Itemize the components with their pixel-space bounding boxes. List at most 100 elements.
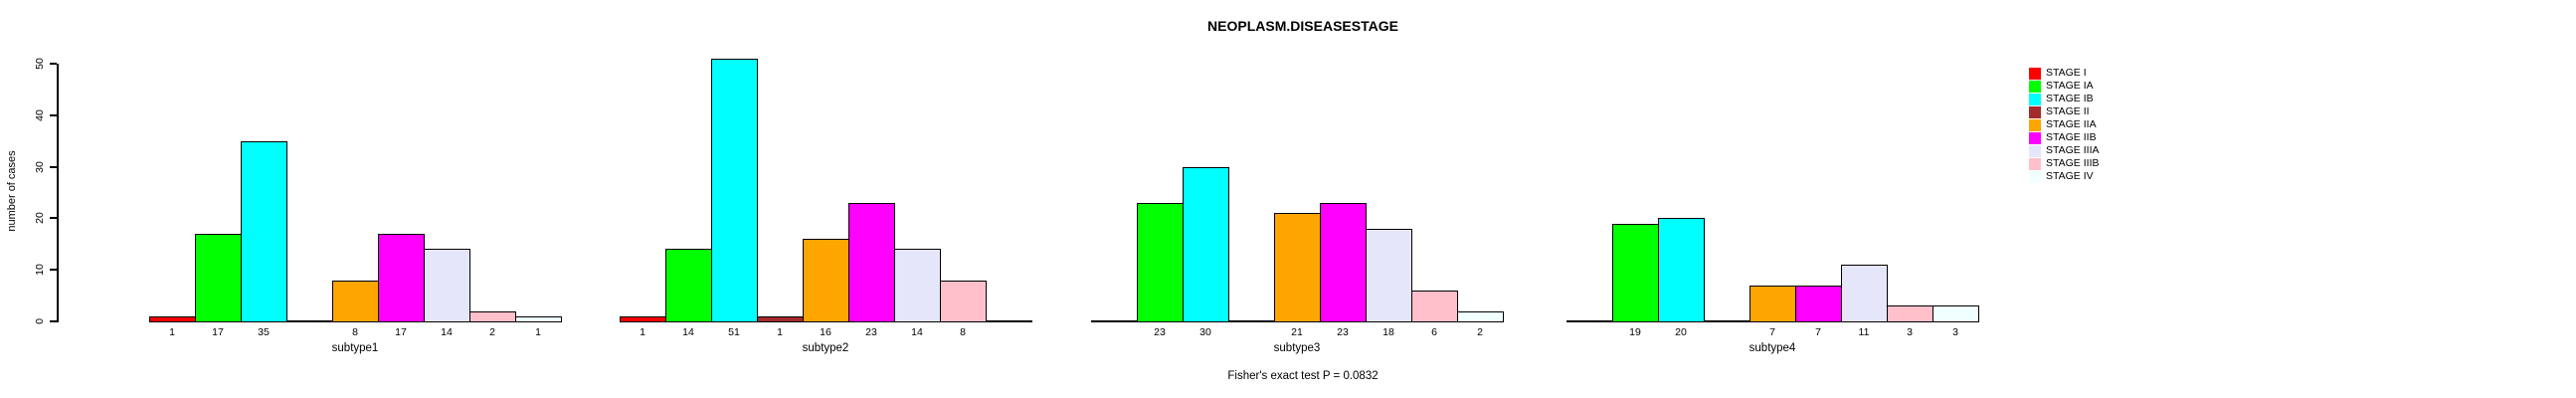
legend-swatch [2029, 93, 2041, 105]
y-axis-tick [49, 217, 57, 220]
bar-stage-iiib-subtype3 [1411, 291, 1458, 322]
bar-stage-iia-subtype2 [803, 239, 849, 322]
legend-item: STAGE I [2029, 67, 2099, 80]
y-axis-tick [49, 165, 57, 168]
bar-stage-ia-subtype2 [665, 249, 712, 322]
bar-stage-iib-subtype3 [1320, 203, 1367, 322]
bar-stage-ii-subtype2 [757, 316, 804, 322]
bar-stage-ia-subtype4 [1612, 224, 1659, 322]
legend-swatch [2029, 67, 2041, 80]
bar-value-label: 20 [1675, 326, 1687, 338]
bar-stage-ib-subtype2 [711, 59, 758, 322]
bar-stage-ia-subtype1 [195, 234, 242, 322]
bar-stage-iib-subtype2 [848, 203, 895, 322]
legend-label: STAGE IV [2046, 170, 2094, 182]
bar-stage-ia-subtype3 [1137, 203, 1184, 322]
legend-item: STAGE IV [2029, 170, 2099, 183]
bar-stage-ib-subtype4 [1658, 218, 1705, 322]
legend-item: STAGE IA [2029, 80, 2099, 93]
y-axis-tick-label: 10 [34, 264, 46, 277]
legend-item: STAGE II [2029, 105, 2099, 118]
legend-swatch [2029, 105, 2041, 118]
bar-value-label: 16 [820, 326, 831, 338]
legend-label: STAGE IB [2046, 93, 2094, 104]
bar-value-label: 3 [1952, 326, 1958, 338]
bar-value-label: 35 [258, 326, 270, 338]
legend-label: STAGE IIB [2046, 131, 2097, 143]
y-axis-tick-label: 40 [34, 108, 46, 121]
y-axis-tick-label: 20 [34, 212, 46, 225]
bar-value-label: 17 [395, 326, 407, 338]
bar-stage-iv-subtype3 [1457, 311, 1504, 322]
legend-swatch [2029, 157, 2041, 170]
bar-value-label: 23 [1337, 326, 1349, 338]
bar-value-label: 1 [640, 326, 645, 338]
bar-stage-iia-subtype1 [332, 281, 379, 322]
bar-value-label: 1 [777, 326, 783, 338]
x-axis-category-label: subtype1 [331, 342, 379, 354]
bar-stage-iiia-subtype4 [1841, 265, 1888, 322]
bar-value-label: 18 [1382, 326, 1394, 338]
bar-value-label: 1 [169, 326, 175, 338]
y-axis-tick [49, 113, 57, 116]
bar-stage-iiib-subtype4 [1887, 305, 1933, 322]
bar-value-label: 19 [1629, 326, 1641, 338]
bar-value-label: 21 [1291, 326, 1303, 338]
bar-value-label: 14 [911, 326, 923, 338]
y-axis-line [56, 64, 59, 322]
legend-swatch [2029, 170, 2041, 183]
bar-value-label: 14 [682, 326, 694, 338]
bar-value-label: 8 [960, 326, 966, 338]
legend-swatch [2029, 118, 2041, 131]
y-axis-title: number of cases [6, 150, 18, 232]
legend-label: STAGE I [2046, 67, 2087, 79]
bar-value-label: 6 [1431, 326, 1437, 338]
legend-swatch [2029, 144, 2041, 157]
y-axis-tick-label: 0 [34, 318, 46, 324]
bar-value-label: 2 [1477, 326, 1483, 338]
bar-value-label: 30 [1199, 326, 1211, 338]
bar-stage-i-subtype2 [620, 316, 666, 322]
y-axis-tick-label: 50 [34, 58, 46, 70]
legend-item: STAGE IB [2029, 93, 2099, 105]
y-axis-tick-label: 30 [34, 160, 46, 173]
bar-value-label: 7 [1815, 326, 1821, 338]
x-axis-category-label: subtype4 [1748, 342, 1796, 354]
bar-stage-iv-subtype4 [1932, 305, 1979, 322]
bar-stage-ib-subtype1 [241, 141, 287, 322]
bar-stage-iv-subtype1 [515, 316, 562, 322]
legend-label: STAGE IIA [2046, 118, 2097, 130]
y-axis-tick [49, 63, 57, 65]
bar-value-label: 17 [212, 326, 224, 338]
bar-stage-iia-subtype3 [1274, 213, 1321, 322]
fisher-test-annotation: Fisher's exact test P = 0.0832 [1227, 370, 1379, 382]
bar-value-label: 2 [489, 326, 495, 338]
legend-label: STAGE IIIA [2046, 144, 2100, 156]
bar-stage-iiia-subtype2 [894, 249, 941, 322]
bar-stage-iiib-subtype1 [469, 311, 516, 322]
bar-value-label: 1 [535, 326, 541, 338]
bar-stage-iiib-subtype2 [940, 281, 987, 322]
bar-value-label: 11 [1858, 326, 1870, 338]
bar-value-label: 51 [728, 326, 740, 338]
bar-stage-iib-subtype4 [1795, 286, 1842, 322]
legend-item: STAGE IIB [2029, 131, 2099, 144]
legend-label: STAGE IA [2046, 80, 2094, 92]
y-axis-tick [49, 269, 57, 272]
legend-swatch [2029, 131, 2041, 144]
bar-value-label: 7 [1769, 326, 1775, 338]
bar-stage-iia-subtype4 [1749, 286, 1796, 322]
legend-label: STAGE II [2046, 105, 2090, 117]
bar-stage-iiia-subtype3 [1366, 229, 1412, 322]
x-axis-category-label: subtype3 [1273, 342, 1321, 354]
legend-item: STAGE IIIB [2029, 157, 2099, 170]
bar-value-label: 23 [865, 326, 877, 338]
chart-title: NEOPLASM.DISEASESTAGE [1207, 18, 1398, 34]
bar-stage-iib-subtype1 [378, 234, 425, 322]
bar-value-label: 8 [352, 326, 358, 338]
legend-item: STAGE IIIA [2029, 144, 2099, 157]
legend: STAGE I STAGE IA STAGE IB STAGE II STAGE IIA… [2029, 67, 2099, 183]
bar-value-label: 23 [1154, 326, 1166, 338]
y-axis-tick [49, 320, 57, 322]
